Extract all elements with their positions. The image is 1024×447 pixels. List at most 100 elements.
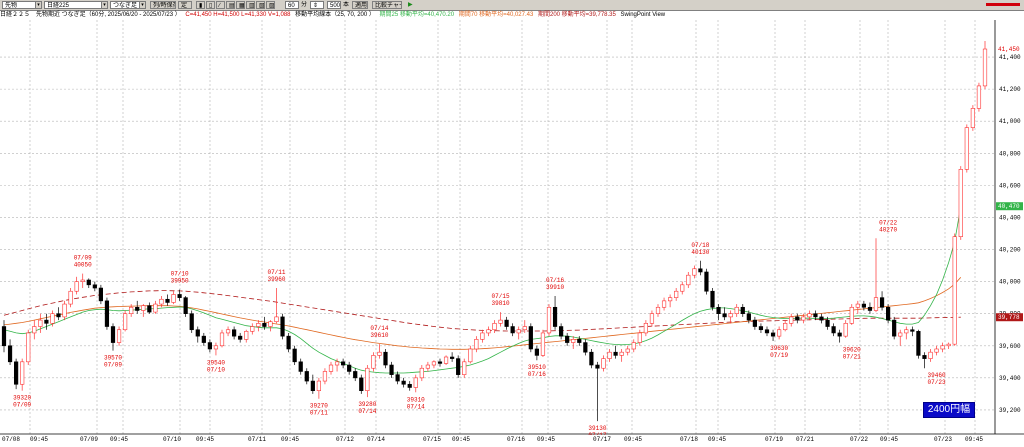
- candle-body[interactable]: [450, 356, 455, 359]
- candle-body[interactable]: [982, 48, 988, 87]
- candle-body[interactable]: [135, 306, 140, 311]
- grid-icon[interactable]: ▦: [236, 1, 245, 9]
- candle-body[interactable]: [546, 306, 552, 334]
- candle-body[interactable]: [359, 377, 364, 391]
- candle-body[interactable]: [825, 319, 830, 327]
- candle-body[interactable]: [116, 329, 122, 343]
- candle-body[interactable]: [958, 169, 963, 237]
- candle-body[interactable]: [44, 319, 49, 324]
- candle-body[interactable]: [728, 313, 733, 318]
- candle-body[interactable]: [365, 367, 370, 391]
- candle-body[interactable]: [686, 274, 691, 286]
- chevron-down-icon[interactable]: ▾: [139, 1, 146, 9]
- candle-body[interactable]: [334, 361, 340, 366]
- candle-body[interactable]: [867, 306, 873, 311]
- candle-body[interactable]: [407, 383, 412, 388]
- candle-body[interactable]: [129, 306, 134, 314]
- candle-body[interactable]: [165, 298, 170, 303]
- candle-body[interactable]: [704, 271, 709, 292]
- candle-body[interactable]: [970, 108, 975, 128]
- candle-body[interactable]: [480, 332, 485, 340]
- candle-body[interactable]: [819, 316, 824, 321]
- candle-body[interactable]: [649, 313, 655, 324]
- chart-type-icon[interactable]: ▮: [196, 1, 205, 9]
- candle-body[interactable]: [341, 361, 346, 366]
- candle-body[interactable]: [528, 326, 533, 350]
- candle-body[interactable]: [50, 313, 55, 324]
- candle-body[interactable]: [583, 342, 588, 353]
- line-icon[interactable]: ∕: [216, 1, 225, 9]
- candle-body[interactable]: [20, 361, 25, 385]
- candle-body[interactable]: [710, 290, 715, 308]
- candle-body[interactable]: [831, 326, 836, 334]
- play-icon[interactable]: ▶: [408, 2, 413, 8]
- candle-body[interactable]: [462, 361, 467, 375]
- candle-body[interactable]: [565, 335, 570, 343]
- candle-body[interactable]: [879, 297, 885, 308]
- candle-body[interactable]: [14, 361, 19, 385]
- candle-body[interactable]: [892, 319, 897, 337]
- candle-body[interactable]: [643, 323, 648, 334]
- candle-body[interactable]: [613, 351, 618, 356]
- candle-body[interactable]: [498, 319, 503, 324]
- candle-body[interactable]: [456, 358, 461, 375]
- candle-body[interactable]: [849, 306, 854, 324]
- candle-body[interactable]: [589, 351, 594, 366]
- candle-body[interactable]: [577, 339, 582, 343]
- candle-body[interactable]: [262, 323, 267, 327]
- candle-body[interactable]: [268, 321, 273, 327]
- candle-body[interactable]: [655, 306, 661, 314]
- candle-body[interactable]: [62, 303, 67, 318]
- candle-body[interactable]: [722, 313, 727, 318]
- candle-body[interactable]: [904, 329, 909, 334]
- candle-body[interactable]: [595, 364, 600, 369]
- settings-icon[interactable]: ▧: [256, 1, 265, 9]
- candle-body[interactable]: [310, 380, 315, 391]
- count-spinner[interactable]: ⇕: [310, 1, 324, 9]
- candle-body[interactable]: [946, 343, 951, 347]
- candle-body[interactable]: [668, 297, 673, 302]
- candle-body[interactable]: [976, 85, 982, 109]
- candle-body[interactable]: [244, 331, 249, 340]
- candle-body[interactable]: [952, 236, 957, 345]
- candle-body[interactable]: [56, 313, 61, 318]
- candle-body[interactable]: [601, 358, 606, 369]
- candle-body[interactable]: [389, 364, 394, 375]
- candle-body[interactable]: [486, 329, 491, 334]
- candle-body[interactable]: [431, 361, 437, 366]
- candle-body[interactable]: [764, 329, 770, 334]
- candle-body[interactable]: [250, 326, 255, 332]
- candle-body[interactable]: [104, 300, 110, 327]
- candle-body[interactable]: [437, 361, 443, 364]
- candle-body[interactable]: [238, 335, 243, 340]
- candle-body[interactable]: [395, 374, 400, 382]
- period-icon[interactable]: ▨: [266, 1, 275, 9]
- candle-body[interactable]: [26, 332, 31, 363]
- candle-body[interactable]: [873, 297, 879, 311]
- candle-body[interactable]: [413, 377, 418, 388]
- symbol-select[interactable]: 先物: [2, 1, 36, 9]
- candle-body[interactable]: [159, 298, 164, 305]
- candle-body[interactable]: [371, 355, 376, 369]
- candle-body[interactable]: [619, 351, 624, 356]
- candle-body[interactable]: [298, 361, 303, 372]
- candle-body[interactable]: [1, 326, 7, 347]
- candle-body[interactable]: [232, 329, 237, 337]
- count-input[interactable]: 500: [327, 1, 341, 9]
- candle-body[interactable]: [171, 294, 176, 303]
- zoom-icon[interactable]: ▤: [226, 1, 235, 9]
- candle-body[interactable]: [770, 332, 776, 337]
- candle-body[interactable]: [141, 305, 146, 311]
- candle-body[interactable]: [928, 351, 933, 359]
- candle-body[interactable]: [510, 326, 515, 334]
- candle-body[interactable]: [692, 268, 697, 276]
- candle-body[interactable]: [225, 329, 231, 334]
- candle-body[interactable]: [740, 306, 745, 314]
- candle-body[interactable]: [468, 348, 473, 363]
- candle-body[interactable]: [292, 348, 297, 363]
- candle-body[interactable]: [698, 268, 703, 273]
- candle-body[interactable]: [110, 326, 116, 343]
- candle-body[interactable]: [504, 319, 509, 327]
- candle-body[interactable]: [274, 316, 279, 323]
- candle-body[interactable]: [807, 313, 812, 318]
